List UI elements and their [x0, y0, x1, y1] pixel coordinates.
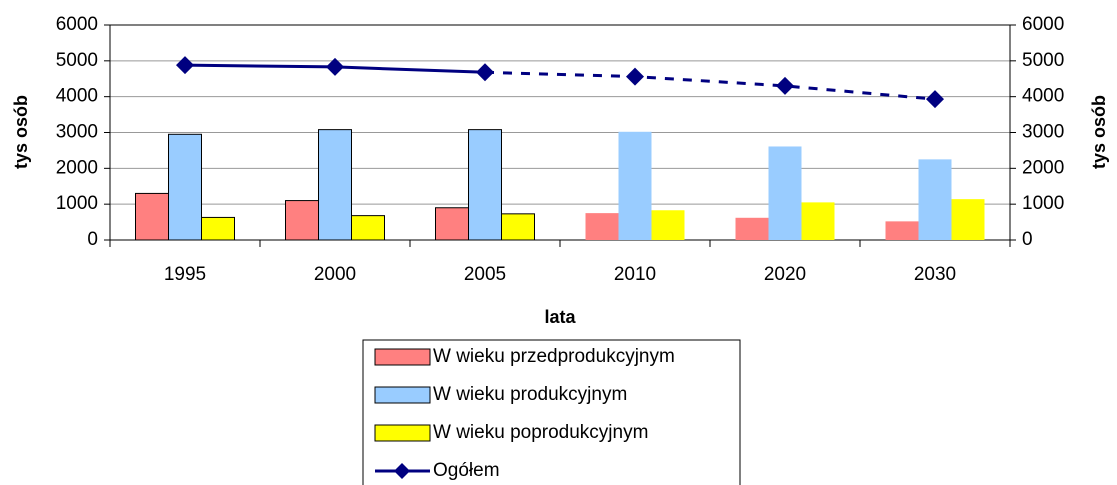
bar: [951, 199, 985, 240]
legend-label: W wieku przedprodukcyjnym: [433, 346, 675, 367]
bar: [768, 146, 802, 240]
bar: [651, 210, 685, 240]
y2-tick-label: 6000: [1022, 14, 1064, 35]
line-marker: [176, 56, 194, 75]
y-axis-label: tys osób: [11, 95, 31, 169]
x-axis-label: lata: [544, 307, 576, 327]
bar: [618, 131, 652, 240]
bar: [918, 159, 952, 240]
bar: [885, 221, 919, 240]
bar: [468, 129, 502, 241]
x-tick-label: 2030: [914, 264, 956, 285]
bar: [585, 213, 619, 240]
line-marker: [626, 67, 644, 86]
y-tick-label: 1000: [56, 193, 98, 214]
bar: [735, 217, 769, 240]
line-projected: [484, 70, 936, 101]
y2-tick-label: 5000: [1022, 50, 1064, 71]
y2-tick-label: 3000: [1022, 122, 1064, 143]
y2-tick-label: 1000: [1022, 193, 1064, 214]
bar: [435, 207, 469, 241]
line-marker: [326, 57, 344, 76]
y-tick-label: 6000: [56, 14, 98, 35]
legend-marker: [394, 463, 410, 479]
line-marker: [476, 63, 494, 82]
bar: [801, 202, 835, 240]
legend-label: Ogółem: [433, 460, 500, 481]
x-tick-label: 2010: [614, 264, 656, 285]
bar: [135, 192, 169, 241]
y-tick-label: 5000: [56, 50, 98, 71]
y2-tick-label: 2000: [1022, 157, 1064, 178]
bar: [501, 213, 535, 241]
bar: [351, 215, 385, 241]
y-tick-label: 2000: [56, 157, 98, 178]
bar: [168, 133, 202, 241]
line-marker: [926, 90, 944, 109]
y-tick-label: 3000: [56, 122, 98, 143]
x-tick-label: 2020: [764, 264, 806, 285]
legend-swatch: [374, 424, 431, 442]
bar: [285, 200, 319, 241]
legend-label: W wieku produkcyjnym: [433, 384, 627, 405]
bar: [201, 216, 235, 241]
x-tick-label: 2000: [314, 264, 356, 285]
x-tick-label: 2005: [464, 264, 506, 285]
y-tick-label: 4000: [56, 86, 98, 107]
y2-tick-label: 0: [1022, 229, 1033, 250]
bar: [318, 129, 352, 241]
y-tick-label: 0: [87, 229, 98, 250]
legend-label: W wieku poprodukcyjnym: [433, 422, 648, 443]
legend-swatch: [374, 386, 431, 404]
y2-axis-label: tys osób: [1089, 95, 1109, 169]
y2-tick-label: 4000: [1022, 86, 1064, 107]
legend-swatch: [374, 348, 431, 366]
x-tick-label: 1995: [164, 264, 206, 285]
line-marker: [776, 76, 794, 95]
